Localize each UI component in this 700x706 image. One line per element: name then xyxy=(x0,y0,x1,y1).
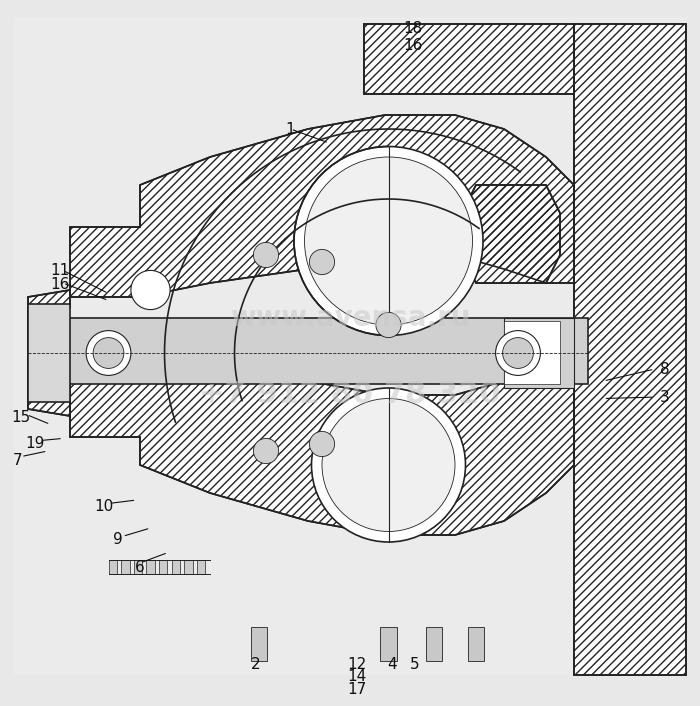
Text: 18: 18 xyxy=(403,21,423,37)
Text: 11: 11 xyxy=(50,263,69,278)
Bar xyxy=(380,628,397,661)
Bar xyxy=(28,318,588,385)
Text: +7 912 80 78 320: +7 912 80 78 320 xyxy=(199,381,500,409)
Text: www.avensa.ru: www.avensa.ru xyxy=(230,304,470,332)
Text: 16: 16 xyxy=(403,37,423,52)
Text: 16: 16 xyxy=(50,277,69,292)
Polygon shape xyxy=(28,290,70,416)
Bar xyxy=(197,559,205,573)
Text: 5: 5 xyxy=(410,657,419,672)
Text: 14: 14 xyxy=(347,669,367,684)
Bar xyxy=(504,321,560,385)
Circle shape xyxy=(253,438,279,464)
Bar xyxy=(108,559,117,573)
Circle shape xyxy=(309,249,335,275)
Circle shape xyxy=(503,337,533,369)
Bar xyxy=(134,559,142,573)
Bar xyxy=(184,559,192,573)
Text: 2: 2 xyxy=(251,657,260,672)
Bar xyxy=(28,304,70,402)
Bar xyxy=(159,559,167,573)
Bar xyxy=(146,559,155,573)
Polygon shape xyxy=(70,353,574,535)
Circle shape xyxy=(376,312,401,337)
Circle shape xyxy=(131,270,170,310)
Text: 1: 1 xyxy=(286,121,295,136)
Circle shape xyxy=(253,242,279,268)
Text: 3: 3 xyxy=(660,390,670,405)
Bar xyxy=(468,628,484,661)
Polygon shape xyxy=(70,115,574,297)
Text: 17: 17 xyxy=(347,681,367,697)
Polygon shape xyxy=(574,24,686,675)
Bar xyxy=(121,559,130,573)
Circle shape xyxy=(304,157,472,325)
Circle shape xyxy=(294,147,483,335)
Text: 10: 10 xyxy=(94,499,113,514)
Text: 4: 4 xyxy=(387,657,397,672)
Text: 8: 8 xyxy=(660,361,670,376)
Polygon shape xyxy=(364,24,574,94)
Text: 19: 19 xyxy=(25,436,45,451)
Circle shape xyxy=(86,330,131,376)
Text: 7: 7 xyxy=(13,453,22,467)
Text: 12: 12 xyxy=(347,657,367,672)
Circle shape xyxy=(309,431,335,457)
Text: 9: 9 xyxy=(113,532,122,547)
Bar xyxy=(504,318,574,388)
Circle shape xyxy=(312,388,466,542)
Bar xyxy=(426,628,442,661)
Bar xyxy=(251,628,267,661)
Bar xyxy=(172,559,180,573)
Polygon shape xyxy=(462,185,560,283)
Text: 6: 6 xyxy=(135,561,145,575)
Text: 15: 15 xyxy=(11,410,31,425)
Circle shape xyxy=(322,398,455,532)
Circle shape xyxy=(496,330,540,376)
Circle shape xyxy=(93,337,124,369)
